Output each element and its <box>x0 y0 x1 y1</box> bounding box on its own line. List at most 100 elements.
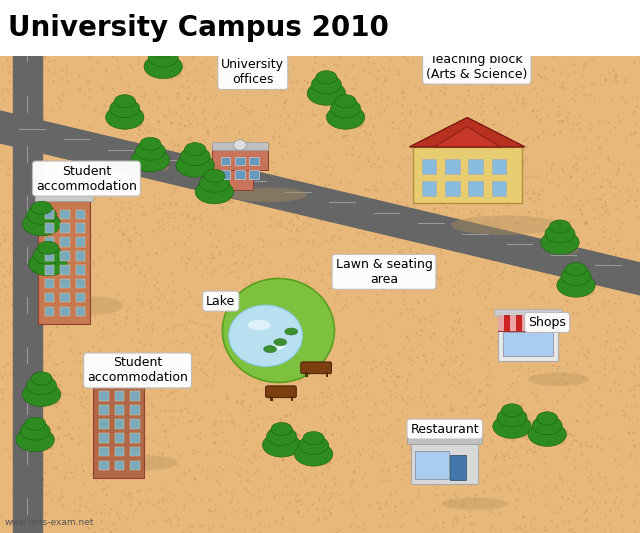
Point <box>377 306 387 314</box>
Point <box>136 203 147 211</box>
Point <box>632 212 640 221</box>
Point <box>234 273 244 281</box>
Point <box>628 262 639 270</box>
Point <box>81 372 92 381</box>
Point <box>241 66 252 75</box>
Point <box>19 489 29 497</box>
Point <box>6 441 17 449</box>
Point <box>426 525 436 533</box>
Point <box>11 270 21 279</box>
Point <box>314 190 324 199</box>
Point <box>241 445 252 453</box>
Point <box>540 158 550 166</box>
Point <box>476 385 486 394</box>
Point <box>588 312 598 320</box>
Point <box>120 422 130 430</box>
Point <box>31 383 42 391</box>
Point <box>132 252 142 261</box>
Point <box>428 402 438 410</box>
Point <box>83 213 93 221</box>
Point <box>183 82 193 91</box>
Point <box>4 269 14 278</box>
Point <box>399 115 409 124</box>
Point <box>168 406 178 415</box>
Point <box>73 183 83 192</box>
Point <box>117 203 127 212</box>
Point <box>545 213 556 222</box>
Point <box>157 170 167 179</box>
Point <box>92 129 102 138</box>
Point <box>372 424 383 433</box>
Point <box>387 421 397 429</box>
Point <box>598 174 609 183</box>
Point <box>200 94 211 103</box>
Point <box>20 248 31 256</box>
Point <box>320 426 330 434</box>
Point <box>314 83 324 91</box>
Point <box>488 456 499 464</box>
Point <box>227 493 237 502</box>
Point <box>223 394 234 402</box>
Point <box>529 196 539 205</box>
Point <box>342 395 352 404</box>
Point <box>518 99 528 107</box>
Point <box>84 368 94 377</box>
Point <box>289 190 299 199</box>
Point <box>553 362 563 370</box>
Point <box>428 156 438 165</box>
Point <box>117 488 127 497</box>
Point <box>488 173 499 181</box>
Point <box>253 156 263 165</box>
Point <box>75 372 85 380</box>
Point <box>298 249 308 258</box>
Point <box>132 316 142 324</box>
Point <box>534 118 544 127</box>
Point <box>347 408 357 417</box>
Point <box>231 506 241 515</box>
Point <box>551 228 561 236</box>
Point <box>227 251 237 259</box>
Point <box>583 286 593 294</box>
Point <box>257 191 267 200</box>
Point <box>554 110 564 119</box>
Bar <box>193 167 197 174</box>
Point <box>325 493 335 502</box>
Point <box>598 233 609 241</box>
Point <box>11 389 21 398</box>
Point <box>353 221 364 229</box>
Point <box>515 320 525 329</box>
Point <box>0 386 6 394</box>
Point <box>142 127 152 135</box>
Point <box>168 386 178 395</box>
Point <box>362 282 372 290</box>
Point <box>534 365 544 373</box>
Point <box>569 333 579 342</box>
Point <box>493 230 504 239</box>
Point <box>12 237 22 245</box>
Bar <box>99 391 109 401</box>
Point <box>358 229 368 238</box>
Point <box>16 301 26 309</box>
Point <box>255 446 265 454</box>
Point <box>382 101 392 109</box>
Point <box>237 313 248 321</box>
Point <box>493 109 503 118</box>
Point <box>487 78 497 87</box>
Point <box>289 398 300 406</box>
Point <box>198 136 209 145</box>
Point <box>253 145 263 154</box>
Point <box>397 109 407 117</box>
Text: Student
accommodation: Student accommodation <box>87 357 188 384</box>
Point <box>335 414 345 423</box>
Point <box>611 236 621 244</box>
Point <box>4 163 14 172</box>
Point <box>454 131 465 140</box>
Point <box>627 325 637 334</box>
Point <box>109 320 120 328</box>
Point <box>612 204 622 212</box>
Point <box>237 396 247 405</box>
Point <box>456 472 466 480</box>
Point <box>457 330 467 339</box>
Point <box>61 62 71 70</box>
Point <box>106 505 116 513</box>
